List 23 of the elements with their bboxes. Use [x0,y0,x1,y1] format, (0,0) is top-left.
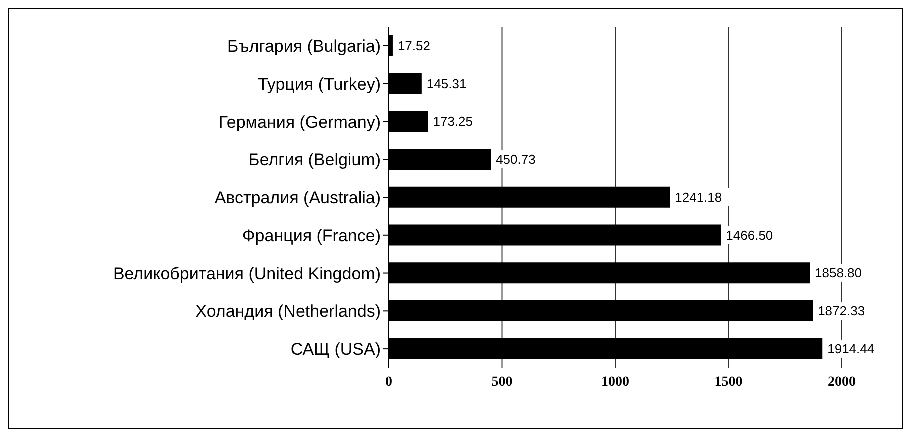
data-label: 17.52 [398,38,431,54]
y-tick-label: Белгия (Belgium) [248,150,381,170]
data-label: 1466.50 [726,228,774,243]
data-label: 1858.80 [815,266,862,281]
y-tick-label: България (Bulgaria) [227,36,381,56]
y-tick-label: САЩ (USA) [290,340,381,360]
data-label: 1872.33 [818,304,866,319]
data-label: 145.31 [426,76,467,92]
x-tick-label: 1500 [714,374,743,390]
x-tick-label: 1000 [602,374,630,390]
x-tick-label: 0 [386,374,392,390]
data-label: 450.73 [496,152,536,168]
y-tick-label: Турция (Turkey) [258,74,381,94]
y-tick-label: Франция (France) [242,226,381,246]
data-label: 173.25 [433,114,474,130]
y-tick-label: Германия (Germany) [218,112,381,132]
y-tick-label: Австралия (Australia) [214,188,381,208]
data-label: 1914.44 [828,341,875,356]
x-tick-label: 500 [492,374,513,390]
x-tick-label: 2000 [828,374,856,390]
y-tick-label: Великобритания (United Kingdom) [113,264,381,284]
y-tick-label: Холандия (Netherlands) [196,302,381,322]
data-label: 1241.18 [675,190,722,205]
